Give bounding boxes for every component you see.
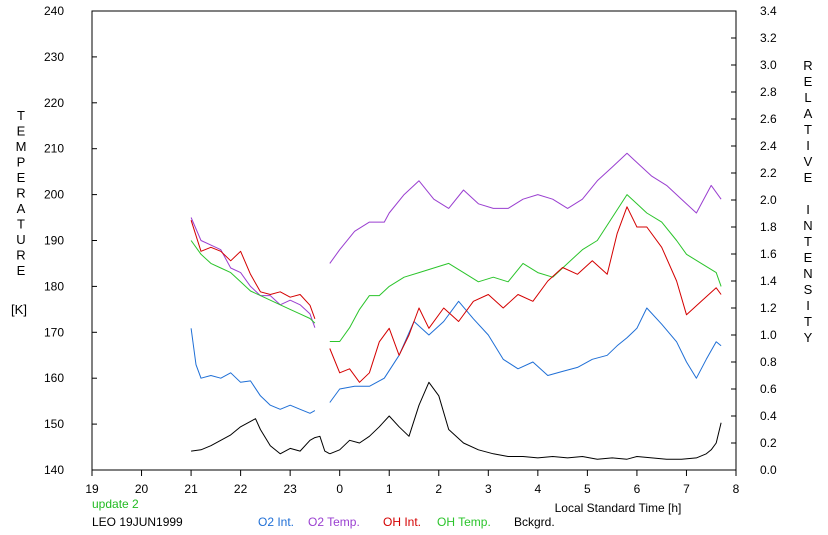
right-tick-label: 0.4 [760, 409, 777, 423]
left-axis-title-letter: E [17, 124, 26, 139]
x-tick-label: 3 [485, 482, 492, 496]
x-tick-label: 8 [733, 482, 740, 496]
right-tick-label: 2.8 [760, 85, 777, 99]
left-axis-title-letter: E [17, 263, 26, 278]
right-tick-label: 2.0 [760, 193, 777, 207]
right-axis-title-letter: Y [804, 330, 813, 345]
left-axis-title-letter: E [17, 170, 26, 185]
left-axis-title-letter: T [17, 108, 25, 123]
left-axis-title-letter: M [16, 139, 27, 154]
legend-entry: OH Int. [383, 515, 421, 529]
left-tick-label: 190 [44, 234, 64, 248]
right-tick-label: 0.2 [760, 436, 777, 450]
left-tick-label: 210 [44, 142, 64, 156]
x-tick-label: 19 [85, 482, 99, 496]
right-tick-label: 1.2 [760, 301, 777, 315]
x-axis-title: Local Standard Time [h] [555, 501, 682, 515]
right-axis-title-letter: E [804, 170, 813, 185]
legend-entry: O2 Temp. [308, 515, 360, 529]
left-axis-title-letter: R [16, 186, 25, 201]
left-tick-label: 200 [44, 188, 64, 202]
series-line [190, 240, 316, 324]
left-axis-title-letter: R [16, 248, 25, 263]
left-tick-label: 220 [44, 96, 64, 110]
x-tick-label: 7 [683, 482, 690, 496]
series-line [191, 418, 331, 455]
legend: O2 Int. O2 Temp. OH Int. OH Temp. Bckgrd. [258, 515, 555, 529]
series-line [190, 217, 316, 328]
x-tick-label: 2 [435, 482, 442, 496]
right-axis: 0.0 0.2 0.4 0.6 0.8 1.0 1.2 1.4 1.6 1.8 2.0 2.2 2.4 2… [731, 4, 777, 477]
right-tick-label: 1.6 [760, 247, 777, 261]
left-axis: 140 150 160 170 180 190 200 210 220 230 240 [44, 4, 97, 477]
left-tick-label: 180 [44, 279, 64, 293]
right-axis-title-letter: E [804, 74, 813, 89]
right-tick-label: 3.4 [760, 4, 777, 18]
right-axis-title-letter: T [804, 234, 812, 249]
right-axis-title-letter: R [803, 58, 812, 73]
series-line [190, 328, 316, 414]
left-tick-label: 240 [44, 4, 64, 18]
right-axis-title-letter: T [804, 122, 812, 137]
x-tick-label: 21 [184, 482, 198, 496]
left-tick-label: 230 [44, 50, 64, 64]
x-axis: 19 20 21 22 23 0 1 2 3 4 5 6 7 8 [85, 470, 740, 496]
left-axis-title-letter: T [17, 217, 25, 232]
right-axis-title-letter: L [804, 90, 811, 105]
right-tick-label: 3.0 [760, 58, 777, 72]
update-label: update 2 [92, 497, 139, 511]
series-line [329, 381, 722, 460]
left-axis-unit: [K] [11, 302, 27, 317]
left-axis-title-letter: A [17, 201, 26, 216]
x-tick-label: 1 [386, 482, 393, 496]
right-tick-label: 0.0 [760, 463, 777, 477]
station-date-label: LEO 19JUN1999 [92, 515, 183, 529]
right-axis-title-letter: I [806, 298, 810, 313]
series-layer [190, 152, 722, 460]
right-tick-label: 1.0 [760, 328, 777, 342]
series-line [329, 206, 722, 383]
legend-entry: Bckgrd. [514, 515, 555, 529]
right-axis-title-letter: S [804, 282, 813, 297]
x-tick-label: 20 [135, 482, 149, 496]
right-tick-label: 1.4 [760, 274, 777, 288]
right-axis-title-letter: N [803, 266, 812, 281]
left-tick-label: 170 [44, 325, 64, 339]
series-line [190, 220, 316, 319]
left-tick-label: 160 [44, 371, 64, 385]
legend-entry: O2 Int. [258, 515, 294, 529]
left-tick-label: 140 [44, 463, 64, 477]
legend-entry: OH Temp. [437, 515, 491, 529]
series-line [329, 152, 722, 264]
x-tick-label: 22 [234, 482, 248, 496]
right-tick-label: 2.4 [760, 139, 777, 153]
x-tick-label: 5 [584, 482, 591, 496]
right-axis-title-letter: I [806, 202, 810, 217]
left-axis-title-letter: U [16, 232, 25, 247]
left-tick-label: 150 [44, 417, 64, 431]
right-tick-label: 3.2 [760, 31, 777, 45]
right-tick-label: 0.6 [760, 382, 777, 396]
right-tick-label: 2.2 [760, 166, 777, 180]
right-axis-title-letter: A [804, 106, 813, 121]
right-axis-title-letter: V [804, 154, 813, 169]
x-tick-label: 6 [634, 482, 641, 496]
x-tick-label: 4 [535, 482, 542, 496]
right-axis-title-letter: E [804, 250, 813, 265]
right-axis-title-letter: I [806, 138, 810, 153]
left-axis-title-letter: P [17, 155, 26, 170]
x-tick-label: 23 [283, 482, 297, 496]
right-tick-label: 0.8 [760, 355, 777, 369]
right-tick-label: 2.6 [760, 112, 777, 126]
x-tick-label: 0 [336, 482, 343, 496]
right-axis-title-letter: T [804, 314, 812, 329]
series-line [329, 194, 722, 342]
right-tick-label: 1.8 [760, 220, 777, 234]
right-axis-title-letter: N [803, 218, 812, 233]
